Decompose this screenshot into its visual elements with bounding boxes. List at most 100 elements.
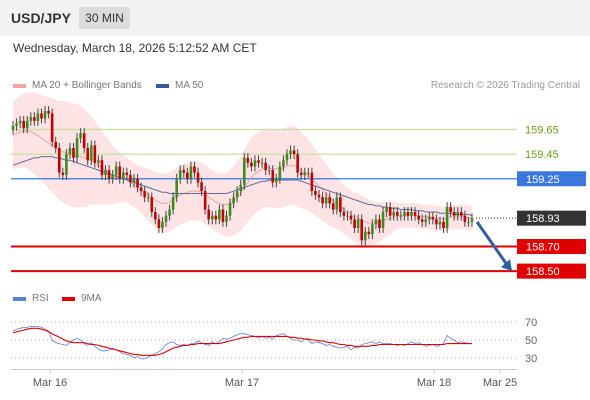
candle-body (89, 145, 93, 161)
ma20-legend-swatch (13, 84, 26, 88)
support-level-label: 158.50 (526, 266, 560, 278)
projection-arrow-shaft (475, 221, 510, 267)
candle-body (214, 215, 218, 220)
candle-body (399, 215, 403, 217)
candle-body (203, 191, 207, 210)
candle-body (150, 197, 154, 213)
candle-body (317, 194, 321, 198)
candle-body (132, 178, 136, 183)
candle-body (328, 197, 331, 204)
candle-body (79, 133, 82, 139)
candle-body (228, 203, 232, 216)
candle-body (403, 212, 406, 216)
candle-body (139, 187, 143, 192)
candle-body (264, 162, 267, 171)
candle-body (470, 218, 474, 222)
candle-body (47, 111, 50, 114)
candle-body (125, 172, 129, 176)
last-level-tag (517, 210, 586, 226)
candle-body (104, 170, 107, 176)
candle-body (331, 203, 335, 210)
candle-body (207, 209, 210, 220)
candle-body (360, 219, 363, 241)
rsi-ma9-line (12, 327, 472, 356)
candle-body (100, 160, 104, 176)
candle-body (271, 170, 275, 183)
candle-body (118, 166, 122, 179)
candle-body (339, 197, 342, 213)
pivot-level-tag (517, 171, 586, 187)
candle-body (221, 209, 225, 222)
candle-body (68, 147, 72, 155)
candle-body (367, 231, 371, 235)
candle-body (452, 212, 456, 216)
candle-body (196, 172, 200, 183)
candle-body (310, 172, 314, 192)
candle-body (467, 221, 470, 223)
candle-body (242, 157, 246, 185)
candle-body (154, 212, 157, 220)
candle-body (299, 172, 303, 176)
candle-body (235, 191, 239, 198)
ma50-line (12, 156, 473, 217)
x-axis-tick-label: Mar 16 (33, 377, 67, 389)
candle-body (435, 219, 438, 225)
datetime-label: Wednesday, March 18, 2026 5:12:52 AM CET (13, 41, 257, 55)
candle-body (349, 215, 353, 220)
candle-body (239, 184, 243, 192)
candle-body (321, 197, 324, 204)
rsi-legend-swatch (13, 297, 26, 301)
candle-body (250, 162, 253, 167)
candle-body (22, 120, 25, 129)
candle-body (97, 160, 100, 163)
candle-body (29, 117, 33, 121)
candle-body (346, 215, 349, 217)
projection-arrow-head (501, 259, 512, 272)
timeframe-button[interactable]: 30 MIN (79, 7, 130, 29)
candle-body (36, 113, 40, 121)
candle-body (438, 221, 442, 225)
bollinger-band-fill (13, 92, 472, 247)
candle-body (307, 172, 310, 174)
pivot-level-label: 159.25 (526, 174, 560, 186)
ma50-legend-swatch (156, 84, 169, 88)
candle-body (171, 197, 175, 210)
resistance-level-label: 159.45 (525, 149, 559, 161)
candle-body (385, 207, 388, 213)
candle-body (395, 212, 399, 216)
rsi-legend-label: RSI (32, 293, 49, 304)
chart-header: USD/JPY 30 MIN (0, 0, 590, 36)
candle-body (378, 219, 381, 229)
candle-body (406, 212, 410, 216)
ma9-legend-swatch (62, 297, 75, 301)
candle-body (296, 154, 299, 173)
candle-body (175, 178, 178, 198)
x-axis-tick-label: Mar 18 (417, 377, 451, 389)
rsi-tick-label: 70 (525, 317, 537, 329)
candle-body (246, 157, 250, 163)
candle-body (200, 182, 203, 192)
candle-body (50, 113, 54, 142)
candle-body (314, 191, 317, 195)
candle-body (65, 154, 68, 176)
candle-body (143, 191, 146, 198)
candle-body (442, 221, 445, 229)
candle-body (129, 175, 132, 183)
candle-body (445, 207, 449, 229)
candle-body (289, 150, 292, 155)
candle-body (381, 212, 385, 229)
candle-body (342, 212, 346, 216)
candle-body (15, 123, 18, 126)
candle-body (371, 224, 374, 235)
candle-body (303, 172, 307, 176)
candle-body (428, 216, 431, 220)
candle-body (93, 145, 97, 163)
candle-body (410, 212, 413, 216)
support-level-label: 158.70 (526, 242, 560, 254)
candle-body (278, 166, 282, 179)
candle-body (356, 219, 360, 229)
candle-body (392, 212, 396, 216)
candle-body (431, 216, 435, 220)
candle-body (146, 197, 150, 199)
